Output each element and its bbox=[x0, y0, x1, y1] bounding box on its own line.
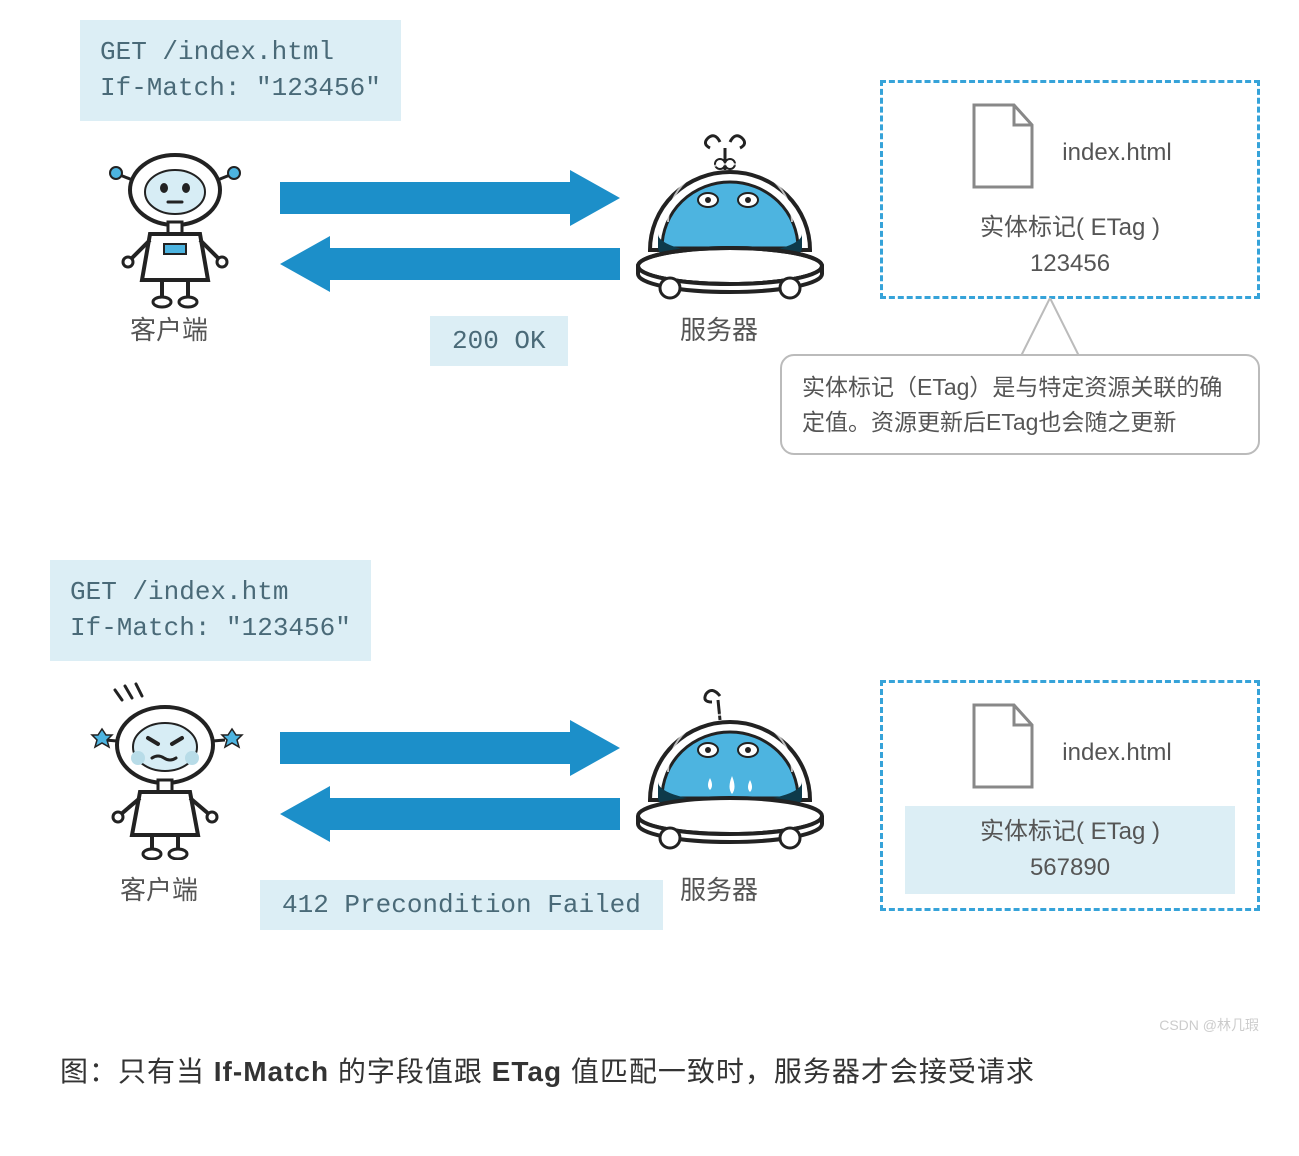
request-line: GET /index.html bbox=[100, 34, 381, 70]
request-line: GET /index.htm bbox=[70, 574, 351, 610]
client-robot-icon bbox=[90, 130, 260, 315]
request-box-2: GET /index.htm If-Match: "123456" bbox=[50, 560, 371, 661]
file-icon bbox=[968, 701, 1038, 796]
request-line: If-Match: "123456" bbox=[70, 610, 351, 646]
server-label: 服务器 bbox=[680, 870, 758, 907]
client-label: 客户端 bbox=[120, 870, 198, 907]
request-arrow-icon bbox=[280, 720, 620, 781]
caption-text: 图：只有当 bbox=[60, 1056, 214, 1087]
etag-label-highlighted: 实体标记( ETag ) 567890 bbox=[905, 806, 1235, 894]
response-arrow-icon bbox=[280, 786, 620, 847]
request-line: If-Match: "123456" bbox=[100, 70, 381, 106]
caption-bold: ETag bbox=[492, 1056, 562, 1087]
etag-filename: index.html bbox=[1062, 739, 1171, 767]
etag-box-1: index.html 实体标记( ETag ) 123456 bbox=[880, 80, 1260, 299]
scenario-1-success: GET /index.html If-Match: "123456" bbox=[20, 10, 1280, 480]
file-icon bbox=[968, 101, 1038, 196]
server-icon bbox=[620, 130, 840, 315]
etag-label-text: 实体标记( ETag ) bbox=[980, 818, 1160, 845]
response-arrow-icon bbox=[280, 236, 620, 297]
request-box-1: GET /index.html If-Match: "123456" bbox=[80, 20, 401, 121]
server-sweating-icon bbox=[620, 680, 840, 865]
client-label: 客户端 bbox=[130, 310, 208, 347]
etag-box-2: index.html 实体标记( ETag ) 567890 bbox=[880, 680, 1260, 911]
etag-label: 实体标记( ETag ) 123456 bbox=[905, 210, 1235, 282]
etag-label-text: 实体标记( ETag ) bbox=[980, 214, 1160, 241]
client-robot-frustrated-icon bbox=[70, 680, 260, 865]
response-box-1: 200 OK bbox=[430, 316, 568, 366]
figure-caption: 图：只有当 If-Match 的字段值跟 ETag 值匹配一致时，服务器才会接受… bbox=[60, 1050, 1240, 1095]
caption-text: 的字段值跟 bbox=[329, 1056, 492, 1087]
watermark: CSDN @林几瑕 bbox=[1159, 1015, 1259, 1035]
etag-callout: 实体标记（ETag）是与特定资源关联的确定值。资源更新后ETag也会随之更新 bbox=[780, 354, 1260, 455]
caption-text: 值匹配一致时，服务器才会接受请求 bbox=[562, 1056, 1035, 1087]
request-arrow-icon bbox=[280, 170, 620, 231]
response-box-2: 412 Precondition Failed bbox=[260, 880, 663, 930]
caption-bold: If-Match bbox=[214, 1056, 329, 1087]
server-label: 服务器 bbox=[680, 310, 758, 347]
etag-filename: index.html bbox=[1062, 139, 1171, 167]
etag-value: 567890 bbox=[1030, 854, 1110, 881]
etag-value: 123456 bbox=[1030, 250, 1110, 277]
scenario-2-failed: GET /index.htm If-Match: "123456" bbox=[20, 550, 1280, 1000]
